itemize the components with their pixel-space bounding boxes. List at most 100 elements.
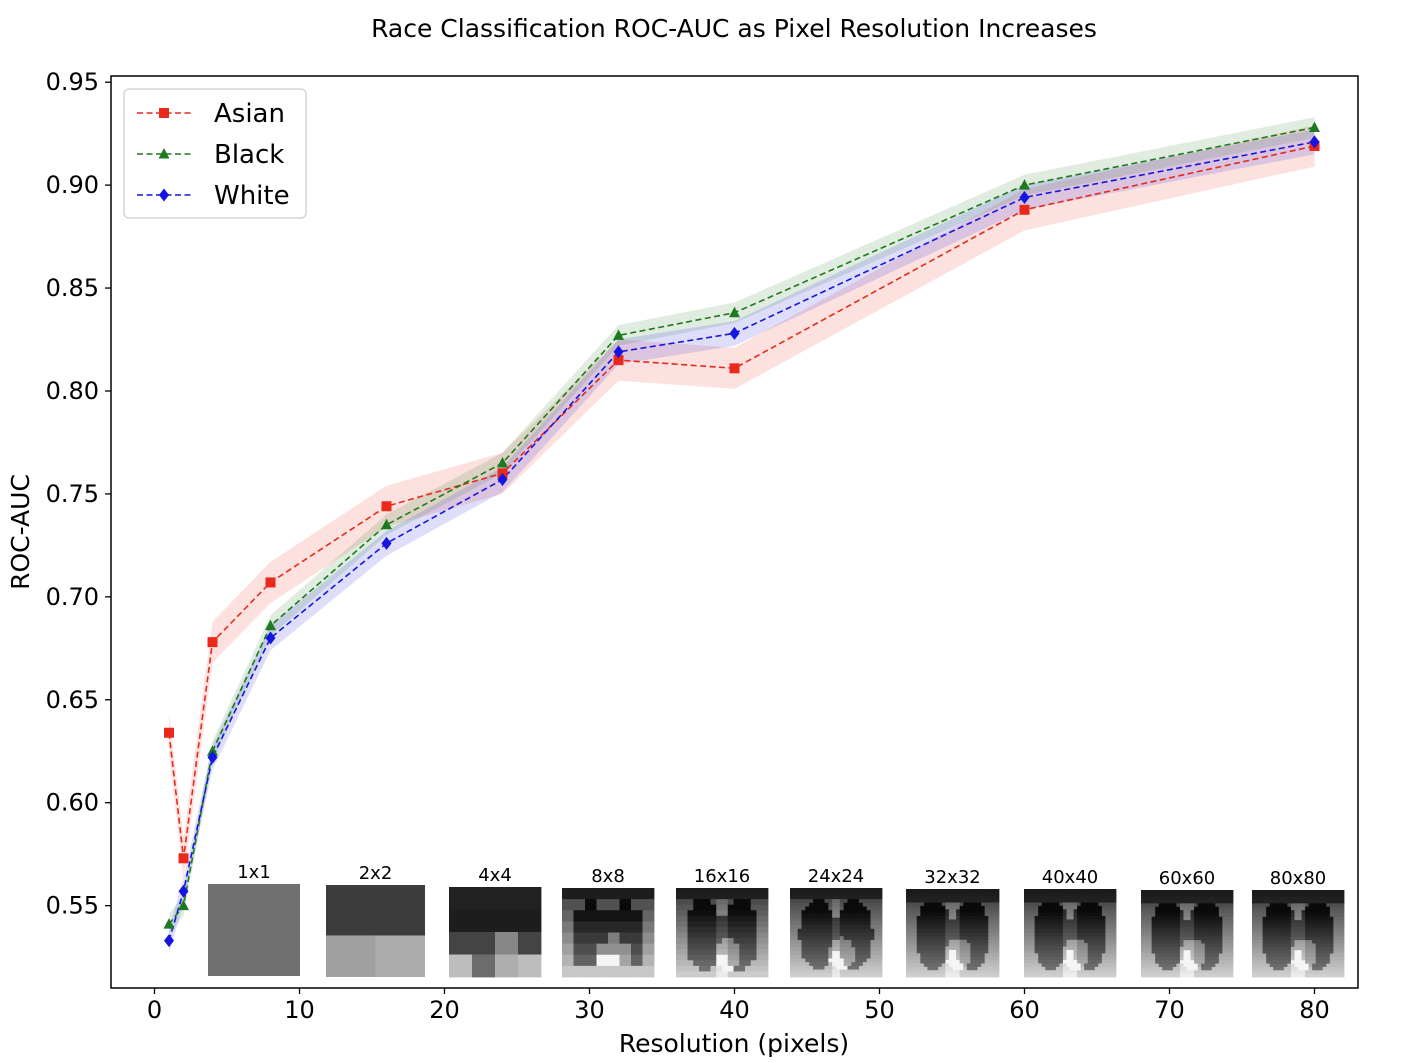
thumbnail-32x32-pixel	[952, 956, 957, 961]
thumbnail-16x16-pixel	[687, 904, 694, 911]
thumbnail-40x40-pixel	[1038, 912, 1043, 917]
thumbnail-40x40-pixel	[1108, 953, 1113, 958]
thumbnail-60x60-pixel	[1155, 893, 1160, 898]
thumbnail-32x32-pixel	[981, 902, 986, 907]
thumbnail-40x40-pixel	[1108, 902, 1113, 907]
thumbnail-80x80-pixel	[1287, 946, 1292, 951]
thumbnail-60x60-pixel	[1225, 913, 1230, 918]
thumbnail-32x32-pixel	[977, 909, 982, 914]
thumbnail-40x40-pixel	[1108, 909, 1113, 914]
thumbnail-40x40-pixel	[1055, 966, 1060, 971]
thumbnail-40x40-pixel	[1059, 922, 1064, 927]
thumbnail-40x40-pixel	[1052, 939, 1057, 944]
thumbnail-40x40-pixel	[1077, 966, 1082, 971]
thumbnail-32x32-pixel	[931, 966, 936, 971]
thumbnail-80x80-pixel	[1322, 946, 1327, 951]
thumbnail-24x24-pixel	[820, 962, 825, 967]
thumbnail-40x40-pixel	[1070, 922, 1074, 927]
thumbnail-40x40-pixel	[1073, 926, 1078, 931]
thumbnail-60x60-pixel	[1176, 896, 1181, 901]
thumbnail-4x4-pixel	[449, 887, 473, 910]
thumbnail-40x40-pixel	[1101, 966, 1106, 971]
thumbnail-40x40-pixel	[1024, 909, 1028, 914]
thumbnail-40x40-pixel	[1031, 905, 1036, 910]
thumbnail-80x80-pixel	[1301, 930, 1306, 934]
thumbnail-80x80-pixel	[1326, 896, 1331, 901]
thumbnail-40x40-pixel	[1080, 946, 1085, 951]
thumbnail-24x24-pixel	[797, 932, 802, 937]
thumbnail-60x60-pixel	[1194, 953, 1199, 958]
thumbnail-24x24-pixel	[847, 965, 852, 970]
thumbnail-32x32-pixel	[920, 905, 925, 910]
thumbnail-40x40-pixel	[1087, 909, 1092, 914]
thumbnail-60x60-pixel	[1141, 936, 1145, 941]
thumbnail-80x80-pixel	[1322, 963, 1327, 968]
thumbnail-32x32-pixel	[991, 899, 996, 903]
thumbnail-40x40-pixel	[1052, 949, 1057, 954]
thumbnail-24x24-pixel	[824, 910, 829, 915]
thumbnail-80x80-pixel	[1322, 940, 1327, 944]
thumbnail-40x40-pixel	[1027, 919, 1032, 924]
thumbnail-24x24-pixel	[805, 962, 810, 967]
thumbnail-60x60-pixel	[1155, 966, 1160, 971]
thumbnail-80x80-pixel	[1326, 923, 1331, 928]
thumbnail-32x32-pixel	[988, 953, 993, 958]
thumbnail-24x24-pixel	[813, 947, 818, 952]
thumbnail-80x80-pixel	[1269, 903, 1274, 908]
thumbnail-60x60-pixel	[1208, 946, 1213, 951]
thumbnail-60x60-pixel	[1155, 940, 1160, 944]
thumbnail-32x32-pixel	[973, 912, 978, 917]
thumbnail-24x24-pixel	[793, 906, 799, 911]
thumbnail-60x60-pixel	[1183, 906, 1188, 911]
thumbnail-40x40-pixel	[1052, 960, 1057, 964]
thumbnail-40x40-pixel	[1024, 966, 1028, 971]
thumbnail-60x60-pixel	[1215, 966, 1220, 971]
thumbnail-24x24-pixel	[813, 954, 818, 959]
thumbnail-80x80-pixel	[1315, 893, 1320, 898]
thumbnail-32x32-pixel	[948, 943, 953, 947]
thumbnail-16x16-pixel	[704, 915, 711, 922]
thumbnail-40x40-pixel	[1055, 960, 1060, 964]
thumbnail-24x24-pixel	[843, 958, 848, 963]
thumbnail-24x24-pixel	[859, 939, 864, 945]
thumbnail-60x60-pixel	[1158, 963, 1163, 968]
thumbnail-24x24-pixel	[866, 936, 871, 941]
thumbnail-24x24-pixel	[843, 921, 848, 926]
thumbnail-32x32-pixel	[973, 892, 978, 897]
thumbnail-60x60-pixel	[1183, 946, 1188, 951]
thumbnail-80x80-pixel	[1301, 966, 1306, 971]
thumbnail-80x80-pixel	[1326, 956, 1331, 961]
thumbnail-16x16-pixel	[756, 888, 763, 894]
thumbnail-60x60-pixel	[1141, 910, 1145, 914]
thumbnail-60x60-pixel	[1162, 933, 1167, 938]
thumbnail-32x32-pixel	[981, 966, 986, 971]
thumbnail-60x60-pixel	[1144, 950, 1149, 954]
thumbnail-40x40-pixel	[1108, 929, 1113, 934]
thumbnail-80x80-pixel	[1266, 900, 1271, 904]
thumbnail-80x80-pixel	[1329, 940, 1334, 944]
thumbnail-40x40-pixel	[1112, 936, 1117, 941]
thumbnail-60x60-pixel	[1148, 966, 1153, 971]
thumbnail-32x32-pixel	[984, 949, 989, 954]
thumbnail-80x80-pixel	[1333, 900, 1338, 904]
thumbnail-60x60-pixel	[1151, 893, 1156, 898]
thumbnail-24x24-pixel	[839, 947, 845, 952]
thumbnail-80x80-pixel	[1326, 893, 1331, 898]
thumbnail-60x60-pixel	[1148, 923, 1153, 928]
thumbnail-80x80-pixel	[1273, 900, 1278, 904]
thumbnail-16x16-pixel	[687, 960, 694, 967]
thumbnail-8x8-pixel	[619, 932, 632, 945]
thumbnail-24x24-pixel	[874, 925, 879, 930]
thumbnail-60x60-pixel	[1215, 940, 1220, 944]
thumbnail-32x32-pixel	[959, 963, 964, 968]
thumbnail-40x40-pixel	[1070, 892, 1074, 897]
thumbnail-60x60-pixel	[1144, 953, 1149, 958]
thumbnail-32x32-pixel	[909, 939, 914, 944]
thumbnail-40x40-pixel	[1112, 949, 1117, 954]
thumbnail-24x24-pixel	[851, 962, 856, 967]
thumbnail-16x16-pixel	[693, 915, 700, 922]
thumbnail-32x32-pixel	[916, 905, 921, 910]
thumbnail-24x24-pixel	[843, 969, 848, 974]
thumbnail-40x40-pixel	[1024, 905, 1028, 910]
thumbnail-32x32-pixel	[973, 889, 978, 893]
